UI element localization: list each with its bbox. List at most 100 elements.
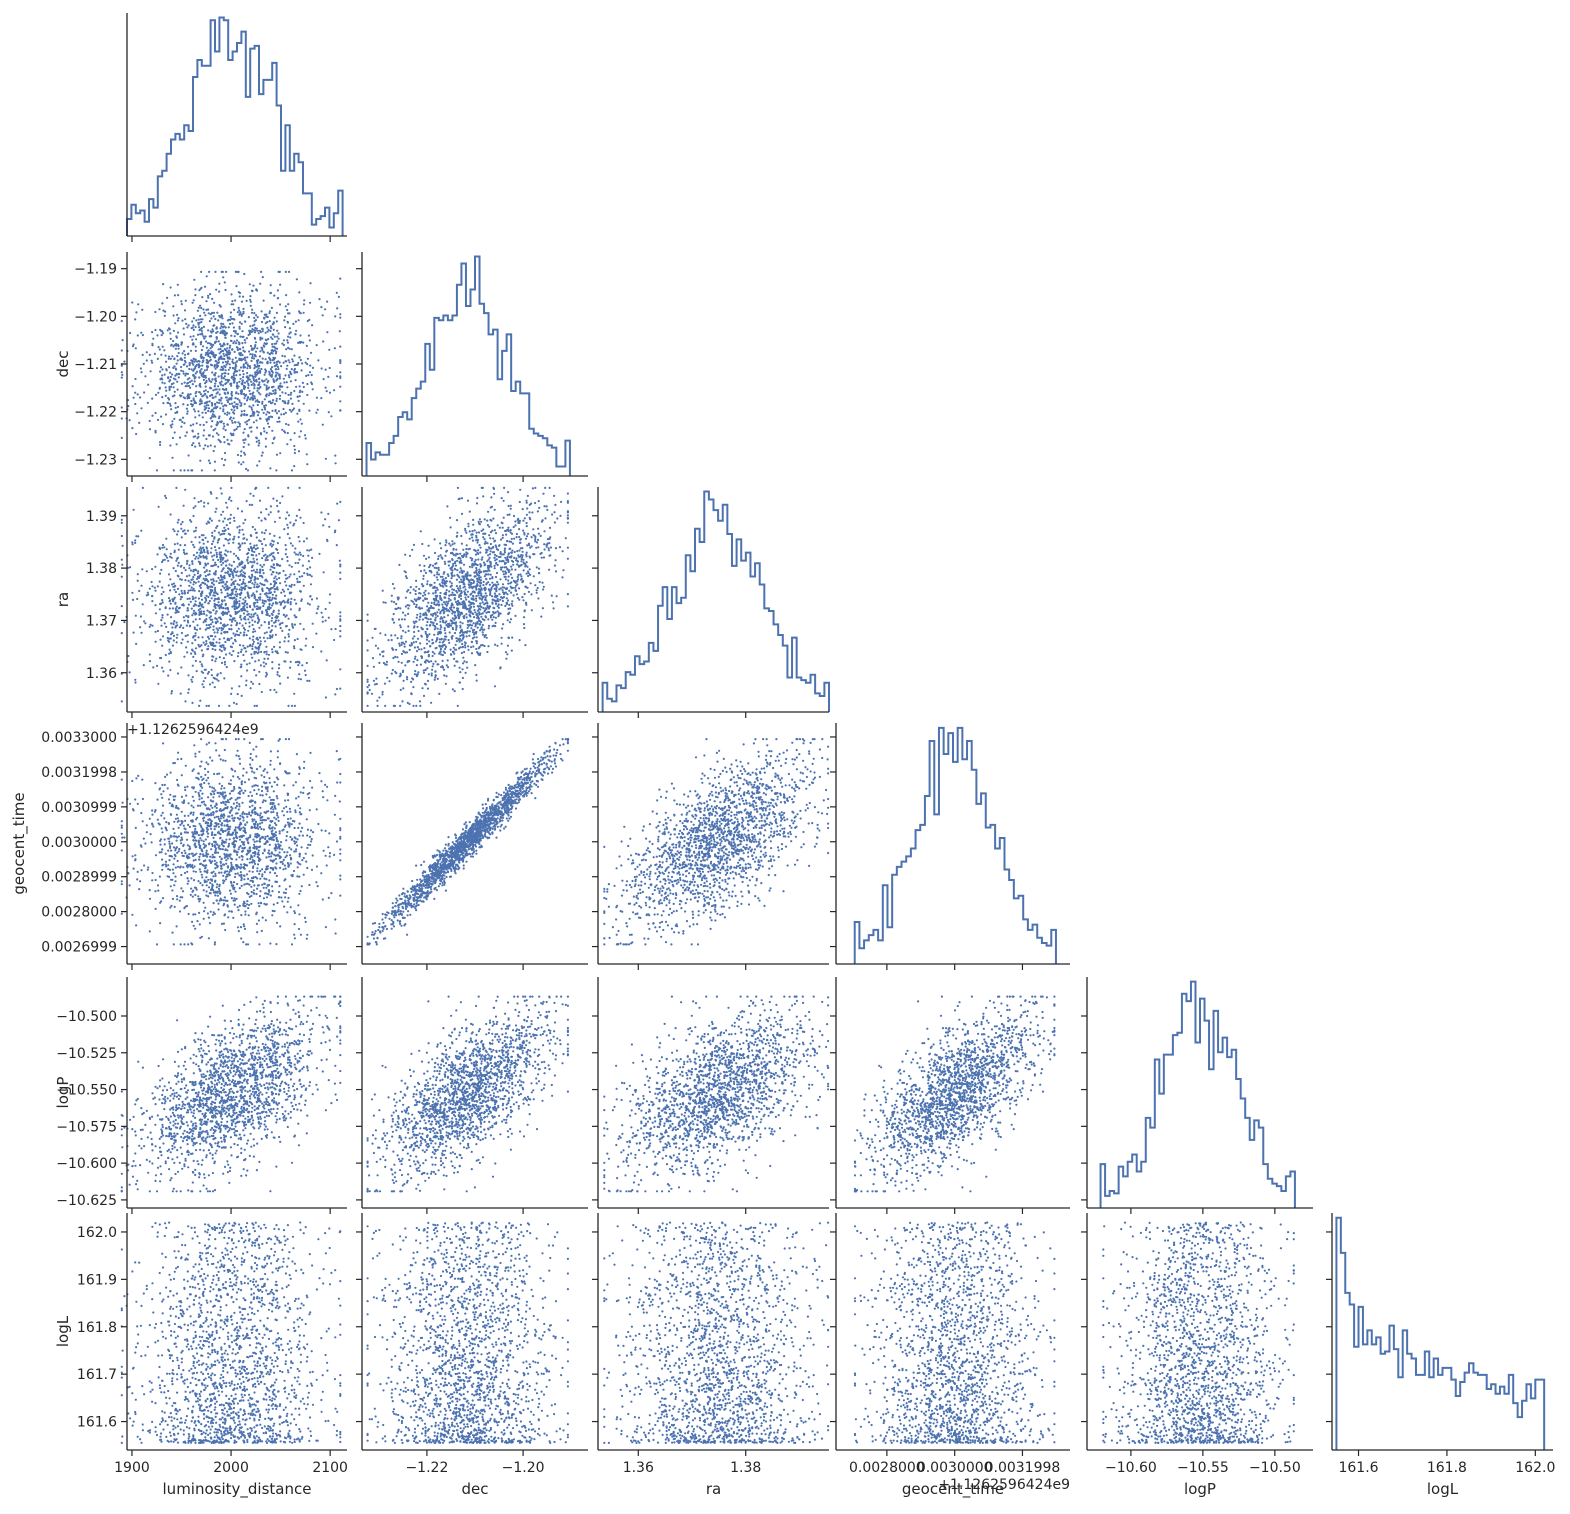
point-970: [444, 561, 446, 563]
point-1064: [284, 601, 286, 603]
point-257: [426, 621, 428, 623]
point-636: [170, 386, 172, 388]
point-1057: [464, 586, 466, 588]
point-582: [242, 346, 244, 348]
point-1403: [241, 410, 243, 412]
point-636: [170, 622, 172, 624]
point-1775: [226, 414, 228, 416]
point-207: [178, 562, 180, 564]
point-693: [196, 670, 198, 672]
point-1034: [269, 320, 271, 322]
point-961: [205, 555, 207, 557]
point-1539: [154, 590, 156, 592]
point-61: [447, 659, 449, 661]
point-1540: [210, 623, 212, 625]
point-1216: [221, 607, 223, 609]
point-1745: [208, 522, 210, 524]
point-1282: [388, 680, 390, 682]
point-1185: [534, 584, 536, 586]
point-1629: [244, 601, 246, 603]
point-1329: [267, 606, 269, 608]
point-70: [195, 326, 197, 328]
point-1437: [212, 629, 214, 631]
point-27: [460, 535, 462, 537]
point-797: [299, 385, 301, 387]
point-209: [288, 376, 290, 378]
point-31: [258, 683, 260, 685]
point-918: [419, 642, 421, 644]
point-1563: [290, 380, 292, 382]
point-470: [161, 617, 163, 619]
point-949: [462, 549, 464, 551]
point-1771: [206, 579, 208, 581]
point-323: [339, 611, 341, 613]
point-1068: [251, 550, 253, 552]
point-1722: [209, 335, 211, 337]
point-323: [436, 611, 438, 613]
point-1209: [210, 411, 212, 413]
point-1032: [182, 638, 184, 640]
point-890: [219, 645, 221, 647]
point-895: [540, 535, 542, 537]
point-1066: [308, 560, 310, 562]
point-1542: [290, 592, 292, 594]
point-1621: [254, 354, 256, 356]
point-773: [536, 589, 538, 591]
point-197: [329, 602, 331, 604]
point-419: [209, 400, 211, 402]
point-906: [214, 635, 216, 637]
point-1470: [225, 354, 227, 356]
point-1123: [461, 646, 463, 648]
point-1765: [193, 605, 195, 607]
point-1441: [137, 393, 139, 395]
point-1263: [289, 667, 291, 669]
point-967: [469, 630, 471, 632]
point-1068: [490, 550, 492, 552]
point-727: [490, 566, 492, 568]
point-1039: [301, 362, 303, 364]
point-537: [486, 637, 488, 639]
point-760: [121, 374, 123, 376]
point-1240: [198, 597, 200, 599]
point-373: [243, 442, 245, 444]
point-1464: [173, 635, 175, 637]
point-1027: [209, 683, 211, 685]
point-1117: [218, 597, 220, 599]
point-841: [251, 408, 253, 410]
point-599: [168, 573, 170, 575]
point-85: [279, 502, 281, 504]
point-381: [325, 369, 327, 371]
point-1283: [258, 517, 260, 519]
point-953: [265, 592, 267, 594]
point-1226: [418, 630, 420, 632]
point-824: [303, 585, 305, 587]
point-1238: [443, 573, 445, 575]
point-417: [413, 661, 415, 663]
point-644: [227, 528, 229, 530]
point-388: [192, 676, 194, 678]
point-1321: [222, 581, 224, 583]
point-1313: [465, 548, 467, 550]
point-1063: [190, 393, 192, 395]
point-1316: [524, 517, 526, 519]
point-873: [469, 574, 471, 576]
point-1362: [177, 521, 179, 523]
point-1469: [218, 520, 220, 522]
point-1296: [289, 336, 291, 338]
point-722: [437, 558, 439, 560]
point-1403: [241, 583, 243, 585]
point-1028: [285, 548, 287, 550]
point-847: [269, 392, 271, 394]
point-921: [287, 487, 289, 489]
point-1733: [328, 411, 330, 413]
point-124: [447, 666, 449, 668]
point-1241: [159, 441, 161, 443]
panel-dec-vs-luminosity_distance: −1.23−1.22−1.21−1.20−1.19: [74, 252, 347, 482]
point-1106: [549, 487, 551, 489]
point-987: [475, 624, 477, 626]
point-267: [290, 542, 292, 544]
point-1343: [228, 443, 230, 445]
point-637: [383, 662, 385, 664]
point-1302: [548, 555, 550, 557]
point-1480: [211, 364, 213, 366]
